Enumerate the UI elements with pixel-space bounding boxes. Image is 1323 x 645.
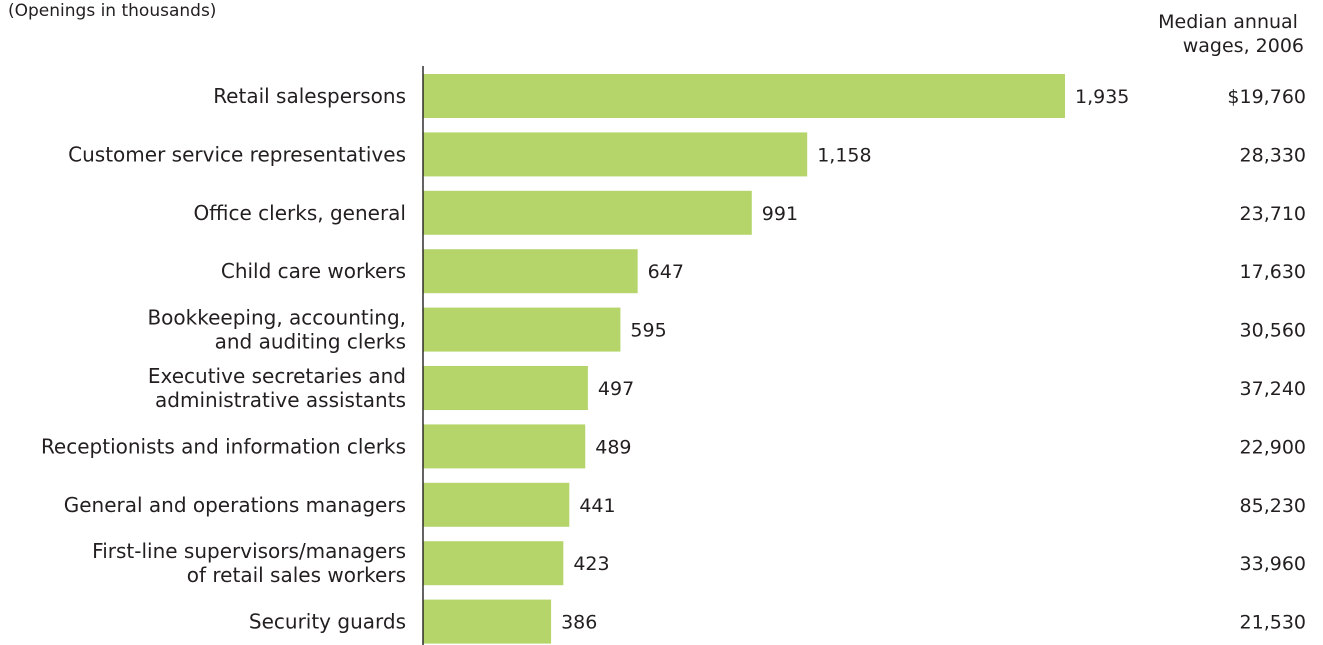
- wage-label: 23,710: [1240, 203, 1306, 225]
- category-label: Child care workers: [221, 259, 406, 283]
- bar: [423, 132, 808, 177]
- wage-label: 33,960: [1240, 553, 1306, 575]
- wages-header-line-2: wages, 2006: [1183, 35, 1304, 57]
- wage-label: 17,630: [1240, 261, 1306, 283]
- category-label: General and operations managers: [64, 493, 406, 517]
- wages-header-line-1: Median annual: [1158, 11, 1298, 33]
- bar: [423, 541, 564, 586]
- bar-value-label: 441: [579, 495, 615, 517]
- category-label-line: Bookkeeping, accounting,: [147, 306, 406, 330]
- bar: [423, 190, 752, 235]
- wages-header: Median annual wages, 2006: [1158, 11, 1304, 57]
- bar-value-label: 1,935: [1075, 86, 1129, 108]
- category-label-line: Executive secretaries and: [148, 364, 406, 388]
- chart-subtitle: (Openings in thousands): [8, 1, 216, 21]
- wage-label: 85,230: [1240, 495, 1306, 517]
- category-label: Executive secretaries and administrative …: [148, 364, 406, 412]
- category-label-line: administrative assistants: [155, 388, 406, 412]
- bar-value-label: 1,158: [817, 144, 871, 166]
- bar: [423, 366, 588, 410]
- bar: [423, 599, 552, 644]
- category-label: Bookkeeping, accounting, and auditing cle…: [147, 306, 406, 354]
- category-label: Retail salespersons: [213, 84, 406, 108]
- category-label-line: Child care workers: [221, 259, 406, 283]
- category-label-line: of retail sales workers: [187, 563, 406, 587]
- category-label: First-line supervisors/managers of retail…: [92, 539, 406, 587]
- category-label: Office clerks, general: [193, 201, 406, 225]
- bar-value-label: 595: [630, 320, 666, 342]
- category-label-line: Customer service representatives: [68, 142, 406, 166]
- category-label-line: Office clerks, general: [193, 201, 406, 225]
- category-label-line: First-line supervisors/managers: [92, 539, 406, 563]
- category-label: Security guards: [249, 610, 406, 634]
- bar: [423, 74, 1065, 118]
- category-label: Receptionists and information clerks: [41, 434, 406, 458]
- category-label-line: Security guards: [249, 610, 406, 634]
- bar: [423, 307, 621, 352]
- bar: [423, 482, 570, 527]
- bar: [423, 424, 586, 469]
- bar-value-label: 423: [573, 553, 609, 575]
- bar: [423, 249, 638, 294]
- wage-label: 22,900: [1240, 436, 1306, 458]
- wage-label: 30,560: [1240, 320, 1306, 342]
- wage-label: 28,330: [1240, 144, 1306, 166]
- bar-value-label: 497: [598, 378, 634, 400]
- wage-label: 21,530: [1240, 612, 1306, 634]
- category-label-line: General and operations managers: [64, 493, 406, 517]
- wage-label: $19,760: [1227, 86, 1306, 108]
- category-label: Customer service representatives: [68, 142, 406, 166]
- bar-value-label: 386: [561, 612, 597, 634]
- bar-value-label: 991: [762, 203, 798, 225]
- bars-group: 1,935 Retail salespersons $19,760 1,158 Cust…: [41, 74, 1306, 644]
- bar-value-label: 647: [648, 261, 684, 283]
- wage-label: 37,240: [1240, 378, 1306, 400]
- category-label-line: Receptionists and information clerks: [41, 434, 406, 458]
- category-label-line: Retail salespersons: [213, 84, 406, 108]
- category-label-line: and auditing clerks: [215, 330, 406, 354]
- bar-value-label: 489: [595, 436, 631, 458]
